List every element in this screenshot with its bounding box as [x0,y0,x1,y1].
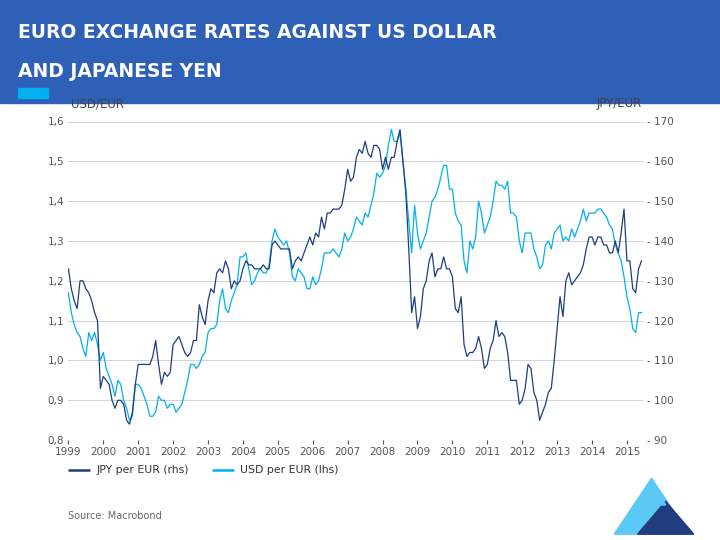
Text: USD per EUR (lhs): USD per EUR (lhs) [240,464,338,475]
Polygon shape [614,478,689,534]
Text: JPY/EUR: JPY/EUR [596,97,642,110]
Text: AND JAPANESE YEN: AND JAPANESE YEN [18,62,222,80]
Text: EURO EXCHANGE RATES AGAINST US DOLLAR: EURO EXCHANGE RATES AGAINST US DOLLAR [18,23,497,42]
Polygon shape [638,501,694,534]
Polygon shape [638,478,665,505]
Text: Source: Macrobond: Source: Macrobond [68,511,162,521]
Text: USD/EUR: USD/EUR [71,97,125,110]
Bar [18,88,48,98]
Text: JPY per EUR (rhs): JPY per EUR (rhs) [96,464,189,475]
